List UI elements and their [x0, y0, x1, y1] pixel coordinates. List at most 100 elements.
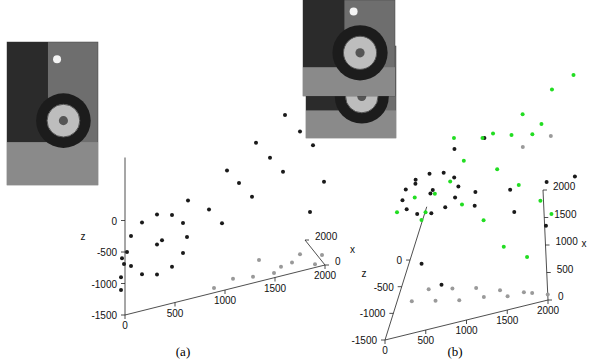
y-tick — [125, 315, 126, 319]
point — [181, 221, 185, 225]
point — [155, 243, 159, 247]
point — [545, 180, 549, 184]
y-tick — [385, 340, 386, 344]
point — [320, 253, 324, 257]
point — [495, 167, 499, 171]
y-tick-label: 1500 — [496, 315, 519, 326]
z-tick-label: -500 — [97, 247, 117, 258]
y-tick — [548, 300, 549, 304]
point — [313, 262, 317, 266]
point — [231, 277, 235, 281]
z-axis — [125, 158, 126, 316]
z-axis-title: z — [361, 268, 366, 279]
point — [573, 174, 577, 178]
point — [170, 265, 174, 269]
point — [440, 283, 444, 287]
x-tick-label: 500 — [557, 264, 574, 275]
point — [482, 218, 486, 222]
x-tick-label: 2000 — [553, 181, 576, 192]
y-tick-label: 1500 — [264, 283, 287, 294]
point — [452, 136, 456, 140]
point — [452, 176, 456, 180]
y-tick-label: 0 — [382, 345, 388, 356]
panel: 05001000150020000500100015002000-1500-10… — [303, 0, 587, 359]
point — [308, 210, 312, 214]
point — [429, 211, 433, 215]
point — [491, 131, 495, 135]
point — [510, 133, 514, 137]
panel-caption: (a) — [176, 344, 190, 359]
z-tick — [121, 220, 125, 221]
point — [140, 272, 144, 276]
y-tick-label: 500 — [417, 335, 434, 346]
point — [405, 207, 409, 211]
photo — [303, 0, 395, 96]
y-tick — [325, 265, 326, 269]
point — [433, 192, 437, 196]
x-tick — [325, 265, 329, 266]
x-tick — [547, 272, 551, 273]
x-axis-title: x — [350, 244, 355, 255]
x-axis — [305, 240, 325, 265]
z-tick — [121, 315, 125, 316]
point — [442, 171, 446, 175]
point — [413, 196, 417, 200]
point — [428, 172, 432, 176]
x-tick-label: 1500 — [554, 209, 577, 220]
point — [122, 262, 126, 266]
point — [450, 287, 454, 291]
point — [129, 234, 133, 238]
point — [322, 180, 326, 184]
point — [453, 195, 457, 199]
z-axis — [385, 207, 427, 340]
z-tick — [121, 252, 125, 253]
point — [298, 252, 302, 256]
panel-caption: (b) — [447, 344, 462, 359]
point — [155, 213, 159, 217]
point — [279, 265, 283, 269]
point — [448, 180, 452, 184]
point — [428, 191, 432, 195]
point — [185, 235, 189, 239]
point — [522, 290, 526, 294]
point — [160, 238, 164, 242]
point — [415, 212, 419, 216]
x-axis-title: x — [582, 238, 587, 249]
point — [530, 291, 534, 295]
z-tick — [381, 340, 385, 341]
point — [413, 182, 417, 186]
y-tick-label: 500 — [167, 308, 184, 319]
point — [517, 183, 521, 187]
point — [544, 224, 548, 228]
point — [549, 212, 553, 216]
point — [410, 299, 414, 303]
z-tick-label: 0 — [396, 255, 402, 266]
photo — [7, 42, 98, 185]
point — [498, 288, 502, 292]
point — [462, 159, 466, 163]
x-tick — [305, 240, 309, 241]
z-tick-label: -500 — [374, 282, 394, 293]
point — [400, 198, 404, 202]
point — [482, 295, 486, 299]
y-tick — [425, 330, 426, 334]
point — [456, 185, 460, 189]
point — [181, 251, 185, 255]
point — [443, 205, 447, 209]
point — [452, 147, 456, 151]
x-tick — [544, 217, 548, 218]
point — [298, 129, 302, 133]
point — [550, 87, 554, 91]
x-tick-label: 0 — [335, 256, 341, 267]
point — [207, 207, 211, 211]
point — [120, 256, 124, 260]
point — [512, 210, 516, 214]
point — [521, 112, 525, 116]
x-tick-label: 2000 — [315, 231, 338, 242]
y-tick — [507, 310, 508, 314]
point — [457, 298, 461, 302]
z-tick — [398, 286, 402, 287]
y-tick-label: 1000 — [455, 325, 478, 336]
point — [506, 294, 510, 298]
point — [170, 213, 174, 217]
